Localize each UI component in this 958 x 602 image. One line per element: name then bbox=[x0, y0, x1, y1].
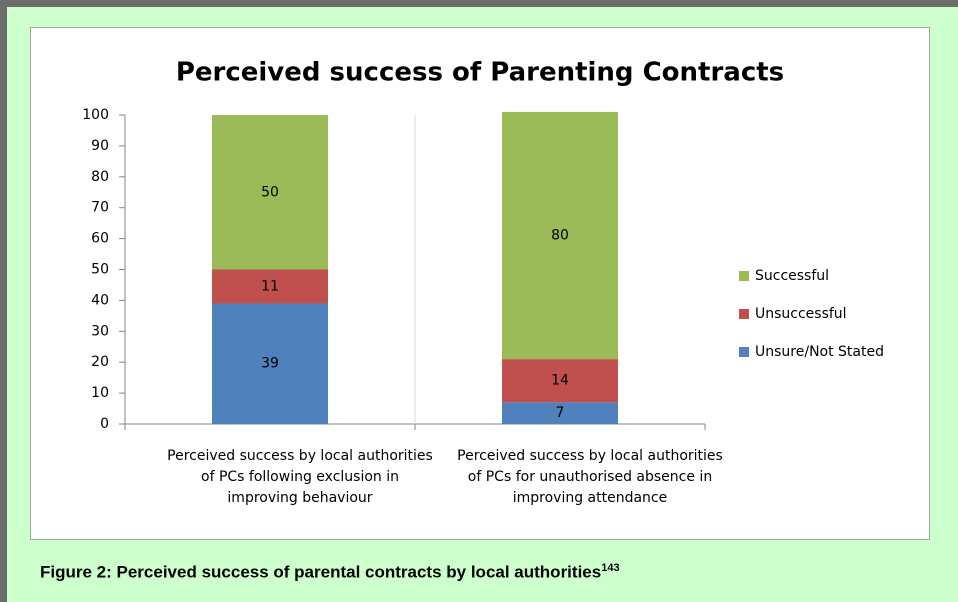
bar-segment bbox=[212, 115, 328, 270]
caption-superscript: 143 bbox=[601, 562, 620, 574]
legend-label: Successful bbox=[755, 268, 829, 284]
caption-text: Figure 2: Perceived success of parental … bbox=[40, 562, 602, 582]
y-tick-label: 20 bbox=[91, 354, 109, 370]
x-tick-label: Perceived success by local authorities o… bbox=[457, 448, 723, 506]
legend-label: Unsure/Not Stated bbox=[755, 344, 884, 360]
bar-segment bbox=[502, 359, 618, 403]
data-label: 80 bbox=[551, 228, 569, 244]
caption: Figure 2: Perceived success of parental … bbox=[40, 562, 620, 583]
data-label: 11 bbox=[261, 278, 279, 294]
y-tick-label: 90 bbox=[91, 138, 109, 154]
legend-swatch bbox=[739, 309, 749, 319]
y-tick-label: 30 bbox=[91, 323, 109, 339]
chart-title: Perceived success of Parenting Contracts bbox=[176, 58, 784, 88]
bar-segment bbox=[212, 269, 328, 304]
bar-segment bbox=[502, 111, 618, 360]
data-label: 39 bbox=[261, 356, 279, 372]
y-tick-label: 80 bbox=[91, 169, 109, 185]
bar-segment bbox=[502, 402, 618, 424]
chart-box bbox=[30, 27, 930, 540]
y-tick-label: 100 bbox=[82, 107, 109, 123]
legend-swatch bbox=[739, 347, 749, 357]
y-tick-label: 40 bbox=[91, 292, 109, 308]
bar-segment bbox=[212, 303, 328, 424]
legend-label: Unsuccessful bbox=[755, 306, 847, 322]
y-tick-label: 60 bbox=[91, 231, 109, 247]
y-tick-label: 70 bbox=[91, 200, 109, 216]
x-tick-label: Perceived success by local authorities o… bbox=[167, 448, 433, 506]
legend-swatch bbox=[739, 271, 749, 281]
y-tick-label: 10 bbox=[91, 385, 109, 401]
data-label: 7 bbox=[556, 405, 565, 421]
data-label: 14 bbox=[551, 373, 569, 389]
data-label: 50 bbox=[261, 184, 279, 200]
y-tick-label: 0 bbox=[100, 416, 109, 432]
y-tick-label: 50 bbox=[91, 262, 109, 278]
